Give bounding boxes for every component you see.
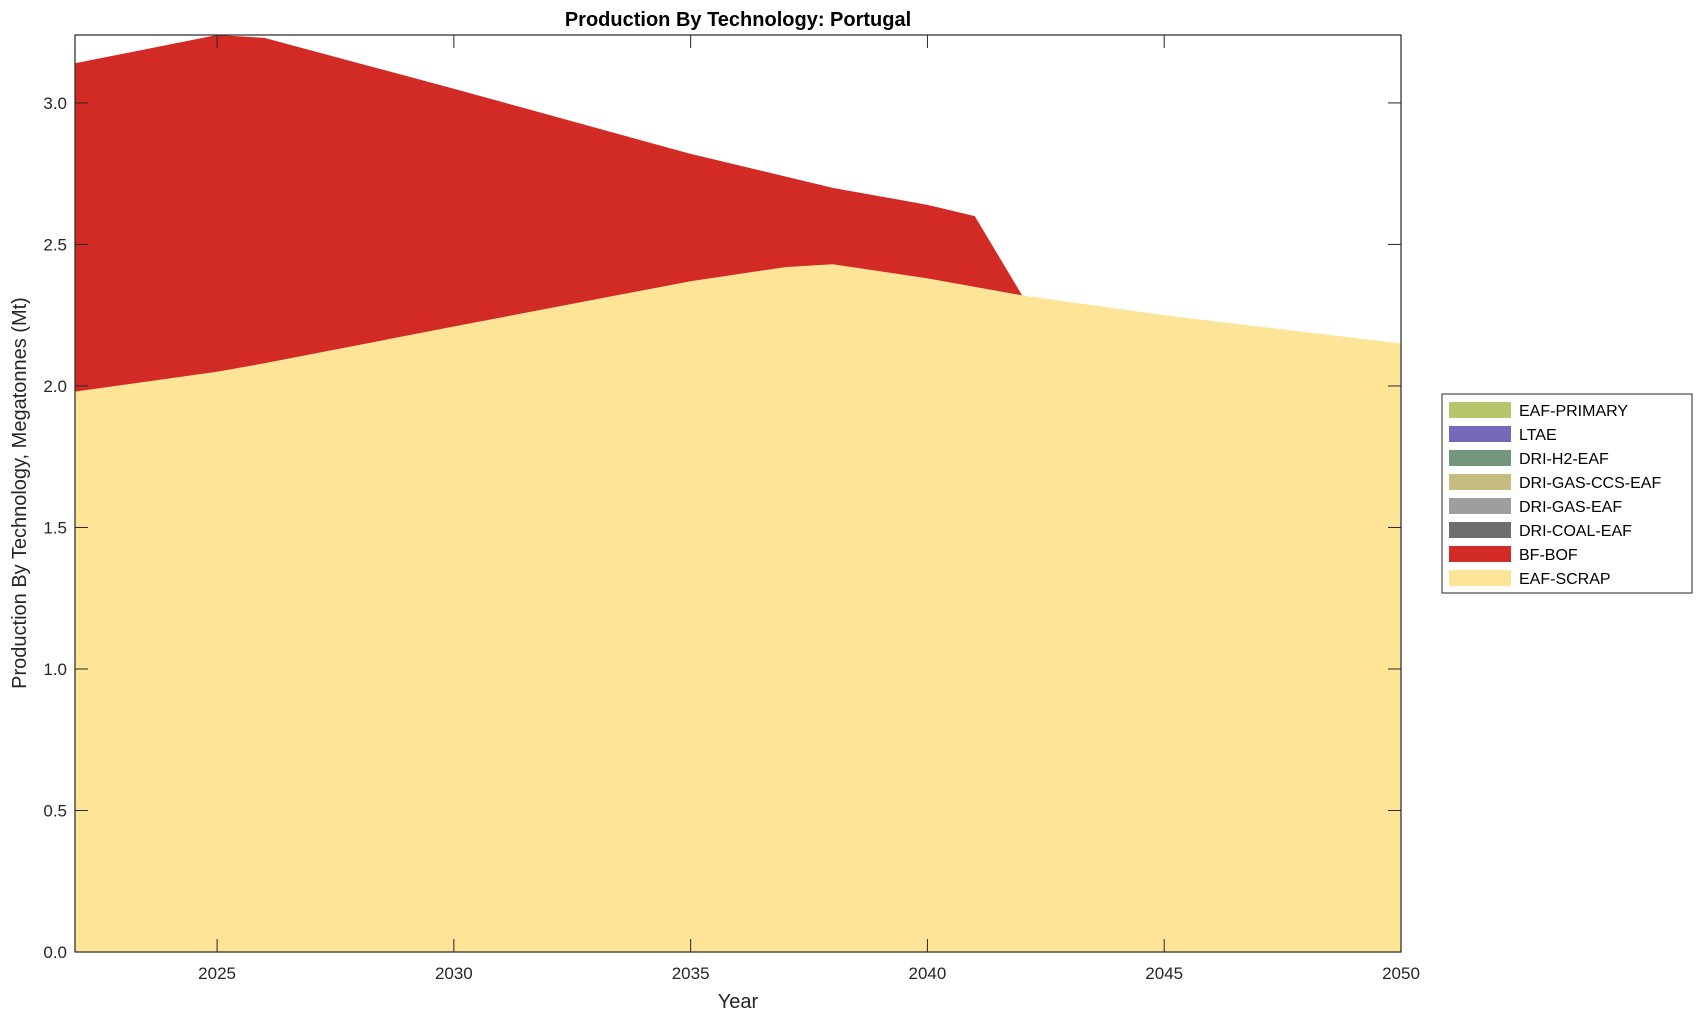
y-tick-label: 2.5 [43, 235, 67, 254]
legend: EAF-PRIMARY LTAE DRI-H2-EAF DRI-GAS-CCS-EAF… [1441, 393, 1693, 594]
chart-title: Production By Technology: Portugal [565, 9, 911, 31]
legend-label-eaf-primary: EAF-PRIMARY [1519, 403, 1628, 420]
axes: 2025 2030 2035 2040 2045 2050 0.0 0.5 1.0 1.5 2.0 2… [43, 34, 1420, 983]
x-tick-label: 2035 [672, 964, 710, 983]
x-axis-label: Year [718, 991, 759, 1013]
legend-label-ltae: LTAE [1519, 427, 1557, 444]
legend-label-eaf-scrap: EAF-SCRAP [1519, 571, 1611, 588]
y-tick-label: 0.5 [43, 801, 67, 820]
x-tick-label: 2025 [198, 964, 236, 983]
y-tick-label: 1.0 [43, 660, 67, 679]
legend-label-dri-gas-ccs-eaf: DRI-GAS-CCS-EAF [1519, 475, 1661, 492]
x-tick-label: 2040 [909, 964, 947, 983]
area-eaf-scrap [75, 264, 1401, 952]
legend-swatch-dri-gas-ccs-eaf [1449, 474, 1511, 490]
legend-swatch-eaf-scrap [1449, 570, 1511, 586]
legend-swatch-ltae [1449, 426, 1511, 442]
y-tick-label: 3.0 [43, 94, 67, 113]
legend-label-bf-bof: BF-BOF [1519, 547, 1578, 564]
legend-swatch-bf-bof [1449, 546, 1511, 562]
legend-label-dri-gas-eaf: DRI-GAS-EAF [1519, 499, 1622, 516]
legend-swatch-dri-h2-eaf [1449, 450, 1511, 466]
x-tick-label: 2050 [1382, 964, 1420, 983]
legend-label-dri-h2-eaf: DRI-H2-EAF [1519, 451, 1609, 468]
area-layers [75, 35, 1401, 952]
legend-swatch-dri-gas-eaf [1449, 498, 1511, 514]
y-tick-label: 2.0 [43, 377, 67, 396]
y-tick-label: 0.0 [43, 943, 67, 962]
y-tick-label: 1.5 [43, 518, 67, 537]
x-tick-label: 2045 [1145, 964, 1183, 983]
area-bf-bof [75, 35, 1401, 392]
legend-swatch-dri-coal-eaf [1449, 522, 1511, 538]
y-axis-label: Production By Technology, Megatonnes (Mt… [9, 297, 31, 689]
x-tick-label: 2030 [435, 964, 473, 983]
legend-swatch-eaf-primary [1449, 402, 1511, 418]
plot-frame [74, 34, 1402, 953]
legend-label-dri-coal-eaf: DRI-COAL-EAF [1519, 523, 1632, 540]
